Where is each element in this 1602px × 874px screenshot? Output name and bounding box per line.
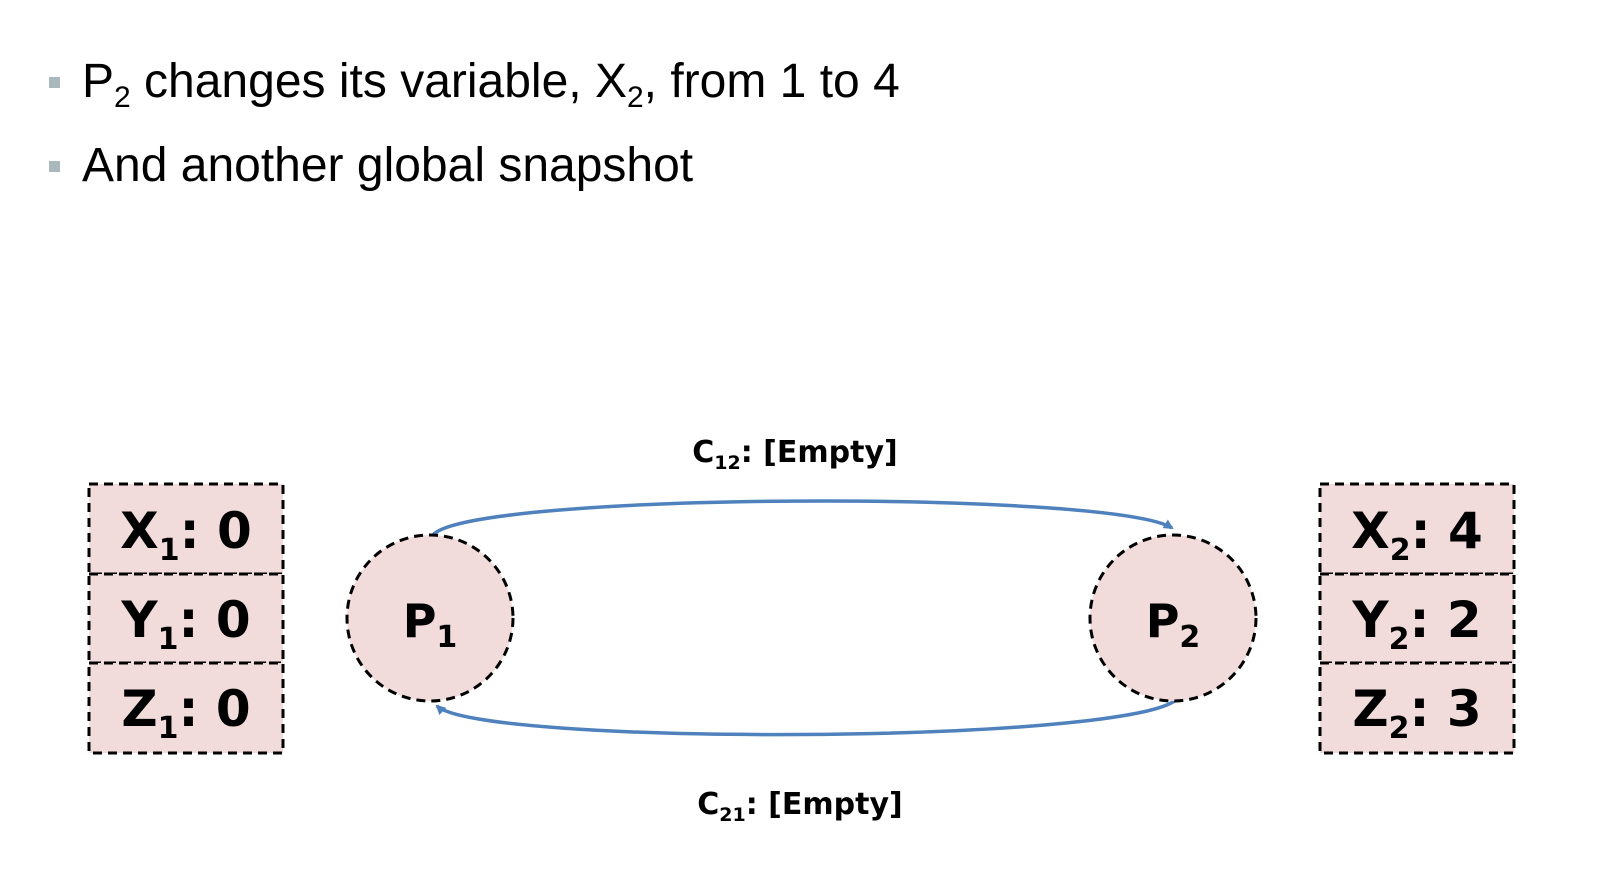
bullet-item-1: P2 changes its variable, X2, from 1 to 4 bbox=[48, 52, 900, 136]
p1-state-table: X1: 0 Y1: 0 Z1: 0 bbox=[87, 482, 285, 755]
p1-var-z: Z1: 0 bbox=[121, 680, 250, 746]
bullet-square-icon bbox=[49, 161, 60, 172]
channel-label-c21: C21: [Empty] bbox=[697, 787, 902, 826]
channel-label-c12: C12: [Empty] bbox=[692, 435, 897, 474]
p2-var-z: Z2: 3 bbox=[1352, 680, 1481, 746]
p2-var-x: X2: 4 bbox=[1351, 502, 1483, 568]
p2-var-cell-z bbox=[1318, 661, 1516, 755]
bullet-item-2: And another global snapshot bbox=[48, 136, 900, 220]
channel-arrow-c12 bbox=[431, 499, 1174, 537]
p1-var-x: X1: 0 bbox=[120, 502, 252, 568]
p2-var-cell-y bbox=[1318, 572, 1516, 665]
p1-var-cell-x bbox=[87, 482, 285, 576]
process-node-p1: P1 bbox=[345, 533, 515, 703]
channel-arrow-c21 bbox=[435, 698, 1178, 737]
p1-var-cell-z bbox=[87, 661, 285, 755]
p2-var-y: Y2: 2 bbox=[1351, 591, 1481, 657]
process-label-p1: P1 bbox=[403, 594, 458, 655]
bullet-list: P2 changes its variable, X2, from 1 to 4… bbox=[48, 52, 900, 220]
process-label-p2: P2 bbox=[1146, 594, 1201, 655]
p1-var-y: Y1: 0 bbox=[120, 591, 250, 657]
p2-state-table: X2: 4 Y2: 2 Z2: 3 bbox=[1318, 482, 1516, 755]
process-node-p2: P2 bbox=[1088, 533, 1258, 703]
bullet-square-icon bbox=[49, 77, 60, 88]
process-circle-p2 bbox=[1088, 533, 1258, 703]
process-circle-p1 bbox=[345, 533, 515, 703]
